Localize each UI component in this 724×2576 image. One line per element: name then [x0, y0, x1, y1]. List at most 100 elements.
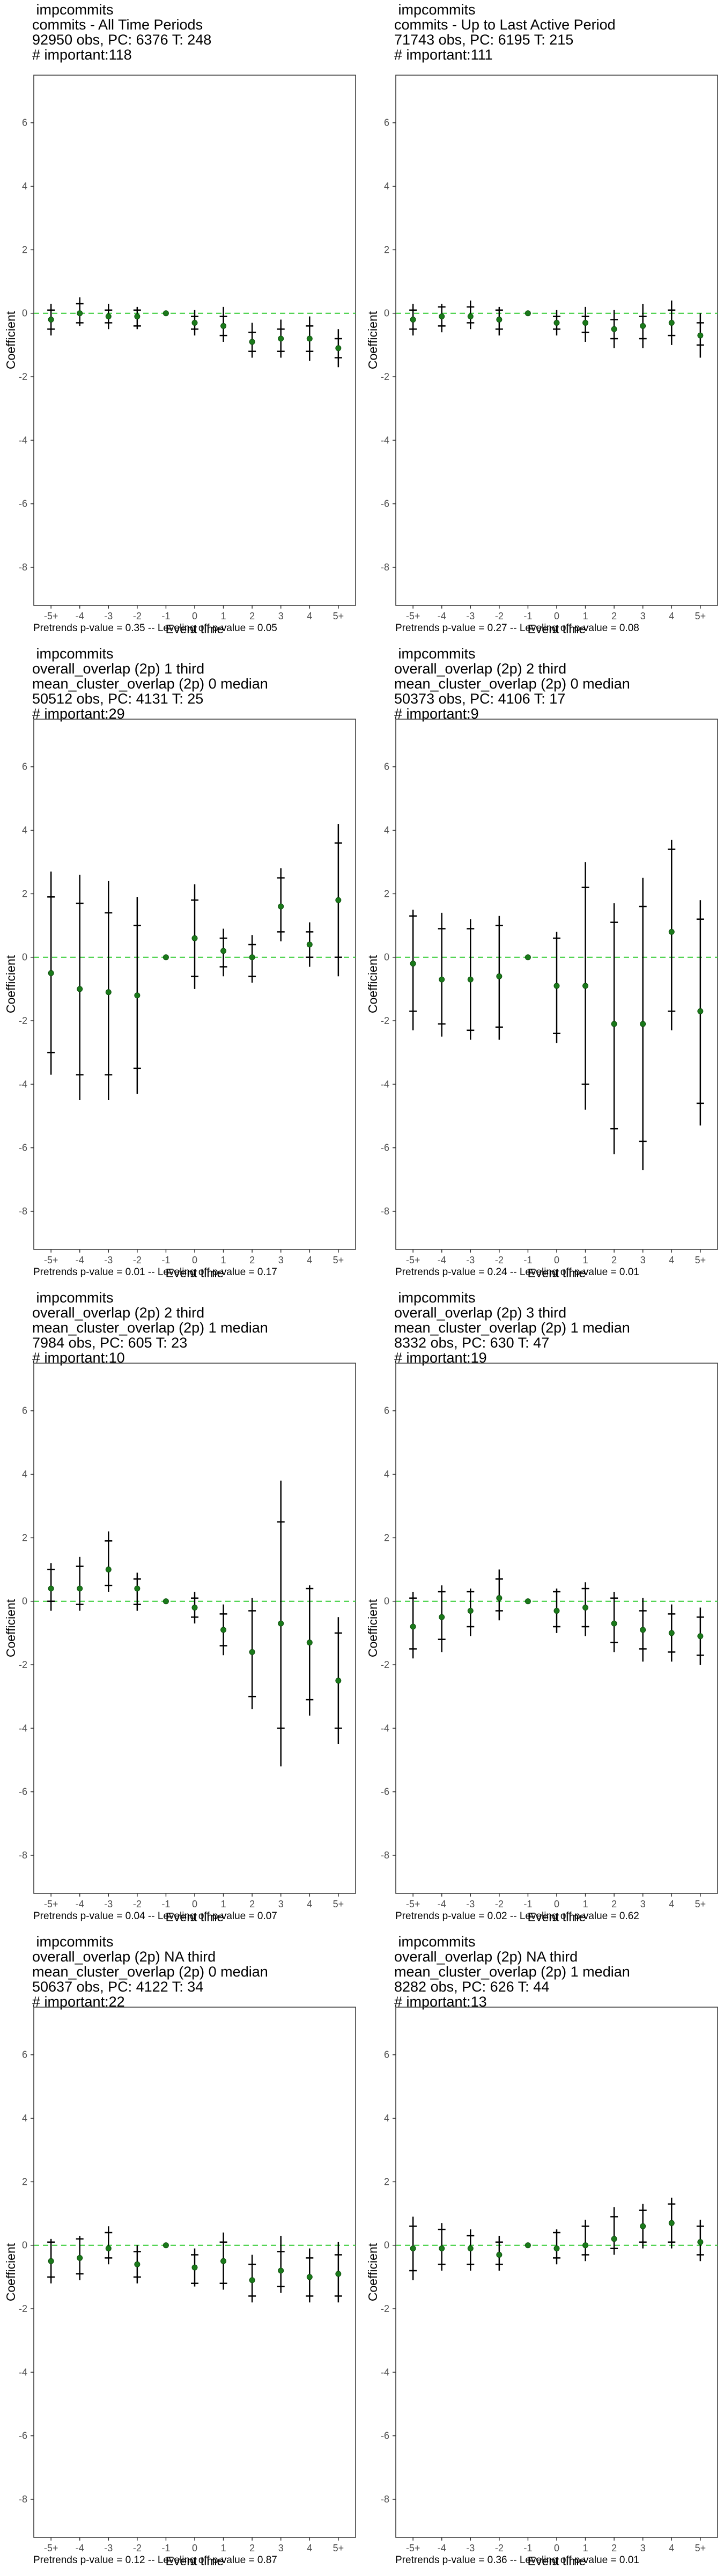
x-axis-label: Event time [528, 1910, 586, 1924]
y-tick-label: -2 [381, 2303, 389, 2314]
chart-panel-3: impcommits overall_overlap (2p) 1 third me… [0, 644, 362, 1288]
y-tick-label: -4 [381, 2367, 389, 2377]
y-tick-label: 6 [22, 2050, 27, 2060]
plot-area: 6 4 2 0 -2 -4 -6 -8 -5+ -4 -3 -2 -1 0 1 2 3 4 5+ Event time… [4, 1363, 356, 1924]
coefficient-point [697, 1008, 704, 1014]
panel-title-line: 50637 obs, PC: 4122 T: 34 [32, 1979, 204, 1995]
coefficient-point [335, 1678, 342, 1684]
y-tick-label: -8 [381, 562, 389, 573]
chart-panel-8: impcommits overall_overlap (2p) NA third m… [362, 1932, 724, 2576]
y-axis-label: Coefficient [366, 311, 380, 369]
x-tick-label: -1 [523, 1255, 532, 1265]
y-tick-label: -8 [381, 1206, 389, 1217]
chart-panel-5: impcommits overall_overlap (2p) 2 third me… [0, 1288, 362, 1932]
x-tick-label: 4 [307, 1255, 312, 1265]
y-tick-label: -2 [19, 2303, 27, 2314]
x-tick-label: 5+ [695, 611, 706, 621]
y-tick-label: -4 [19, 1079, 27, 1089]
x-tick-label: -5+ [406, 611, 420, 621]
y-tick-label: -4 [19, 2367, 27, 2377]
panel-title-line: mean_cluster_overlap (2p) 0 median [394, 676, 630, 692]
x-tick-label: 2 [611, 1899, 617, 1909]
coefficient-point [105, 2245, 112, 2252]
coefficient-point [48, 970, 54, 976]
chart-panel-4: impcommits overall_overlap (2p) 2 third me… [362, 644, 724, 1288]
coefficient-point [220, 2258, 227, 2264]
coefficient-point [162, 1598, 169, 1605]
y-axis-label: Coefficient [366, 1599, 380, 1657]
x-tick-label: 3 [278, 1255, 284, 1265]
x-tick-label: -4 [76, 1899, 84, 1909]
coefficient-point [306, 2274, 313, 2280]
x-tick-label: 1 [221, 1255, 226, 1265]
x-tick-label: 5+ [695, 1899, 706, 1909]
coefficient-point [335, 897, 342, 903]
x-tick-label: 1 [583, 2543, 588, 2553]
y-tick-label: 6 [384, 118, 389, 128]
x-tick-label: 5+ [695, 1255, 706, 1265]
coefficient-point [220, 948, 227, 954]
x-tick-label: 0 [554, 1255, 559, 1265]
coefficient-point [553, 319, 560, 326]
plot-area: 6 4 2 0 -2 -4 -6 -8 -5+ -4 -3 -2 -1 0 1 2 3 4 5+ Event time… [366, 2007, 718, 2568]
coefficient-point [553, 983, 560, 989]
x-tick-label: 2 [249, 1899, 255, 1909]
coefficient-point [335, 2271, 342, 2277]
y-tick-label: -4 [381, 1723, 389, 1733]
x-tick-label: 3 [640, 2543, 646, 2553]
x-tick-label: 5+ [333, 2543, 344, 2553]
x-tick-label: 0 [554, 1899, 559, 1909]
y-tick-label: -2 [19, 371, 27, 382]
x-tick-label: 2 [611, 611, 617, 621]
x-tick-label: -5+ [406, 1255, 420, 1265]
pvalue-footer: Pretrends p-value = 0.24 -- Leveling off… [395, 1267, 639, 1278]
coefficient-point [105, 989, 112, 996]
coefficient-point [278, 903, 284, 910]
x-tick-label: 2 [249, 2543, 255, 2553]
coefficient-point [77, 986, 83, 992]
coefficient-point [77, 2255, 83, 2261]
x-tick-label: -1 [523, 611, 532, 621]
y-tick-label: 2 [384, 888, 389, 899]
plot-area: 6 4 2 0 -2 -4 -6 -8 -5+ -4 -3 -2 -1 0 1 2 3 4 5+ Event time… [4, 719, 356, 1280]
x-tick-label: 4 [307, 611, 312, 621]
coefficient-point [410, 961, 416, 967]
panel-title-line: 50512 obs, PC: 4131 T: 25 [32, 691, 204, 707]
panel-title-line: 8332 obs, PC: 630 T: 47 [394, 1335, 550, 1351]
x-tick-label: 1 [221, 2543, 226, 2553]
x-tick-label: 4 [669, 1255, 674, 1265]
x-tick-label: -1 [161, 1899, 170, 1909]
x-tick-label: 5+ [695, 2543, 706, 2553]
y-tick-label: -6 [381, 1787, 389, 1797]
coefficient-point [278, 335, 284, 342]
x-axis-label: Event time [528, 1266, 586, 1280]
panel-title-line: impcommits [32, 1934, 114, 1950]
x-axis-label: Event time [166, 1910, 224, 1924]
coefficient-point [162, 2242, 169, 2249]
coefficient-point [640, 323, 646, 329]
x-tick-label: 2 [249, 611, 255, 621]
chart-panel-1: impcommits commits - All Time Periods 9295… [0, 0, 362, 644]
plot-area: 6 4 2 0 -2 -4 -6 -8 -5+ -4 -3 -2 -1 0 1 2 3 4 5+ Event time… [366, 75, 718, 636]
y-tick-label: -6 [381, 1143, 389, 1153]
panel-title-line: # important:118 [32, 47, 132, 63]
y-tick-label: -2 [381, 1015, 389, 1026]
x-tick-label: 3 [278, 2543, 284, 2553]
x-tick-label: 1 [583, 1255, 588, 1265]
x-tick-label: -5+ [406, 1899, 420, 1909]
x-tick-label: -2 [495, 1899, 504, 1909]
coefficient-point [640, 2223, 646, 2229]
x-tick-label: -3 [466, 2543, 475, 2553]
coefficient-point [249, 1649, 255, 1655]
y-tick-label: 4 [384, 1469, 389, 1480]
x-tick-label: 1 [221, 1899, 226, 1909]
x-tick-label: -3 [104, 1899, 113, 1909]
x-tick-label: 5+ [333, 1255, 344, 1265]
y-tick-label: -2 [381, 1659, 389, 1670]
plot-area: 6 4 2 0 -2 -4 -6 -8 -5+ -4 -3 -2 -1 0 1 2 3 4 5+ Event time… [4, 2007, 356, 2568]
plot-area: 6 4 2 0 -2 -4 -6 -8 -5+ -4 -3 -2 -1 0 1 2 3 4 5+ Event time… [366, 1363, 718, 1924]
y-tick-label: 6 [22, 1406, 27, 1416]
x-tick-label: -1 [523, 1899, 532, 1909]
coefficient-point [439, 1614, 445, 1620]
coefficient-point [278, 2267, 284, 2274]
